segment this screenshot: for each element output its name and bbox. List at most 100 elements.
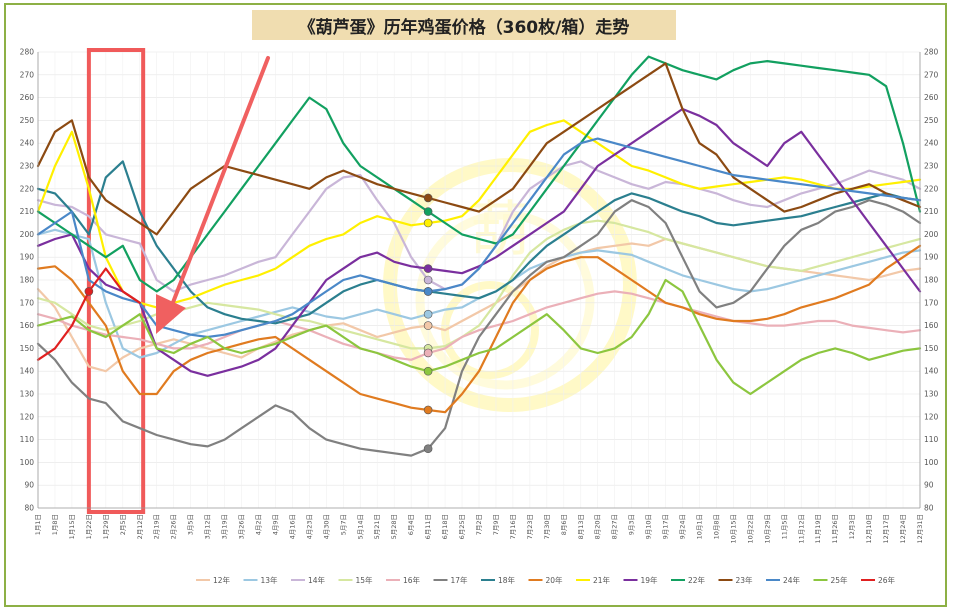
legend-label: 22年 [688, 575, 706, 585]
y-tick-label-right: 170 [924, 298, 939, 307]
x-tick-label: 6月18日 [441, 514, 449, 539]
x-tick-label: 12月17日 [882, 514, 890, 544]
series-line-17年 [36, 199, 922, 457]
x-tick-label: 5月28日 [390, 514, 398, 539]
x-tick-label: 9月17日 [662, 514, 670, 539]
chart-axes: 80 80 90 90 100 100 110 110 120 120 130 130 140 140 15… [20, 48, 939, 544]
y-tick-label-right: 120 [924, 412, 939, 421]
x-tick-label: 10月29日 [763, 514, 771, 544]
x-tick-label: 4月16日 [288, 514, 296, 539]
legend-label: 12年 [213, 575, 231, 585]
y-tick-label-right: 270 [924, 70, 939, 79]
x-tick-label: 11月5日 [780, 514, 788, 539]
x-tick-label: 3月5日 [187, 514, 195, 535]
legend-label: 19年 [641, 575, 659, 585]
x-tick-label: 2月12日 [136, 514, 144, 539]
x-tick-label: 10月15日 [729, 514, 737, 544]
y-tick-label-left: 100 [20, 458, 35, 467]
y-tick-label-left: 230 [20, 162, 35, 171]
y-tick-label-right: 220 [924, 184, 939, 193]
series-marker-16年 [423, 348, 433, 358]
y-tick-label-right: 210 [924, 207, 939, 216]
y-tick-label-left: 160 [20, 321, 35, 330]
chart-title-box: 《葫芦蛋》历年鸡蛋价格（360枚/箱）走势 [252, 10, 676, 40]
y-tick-label-left: 90 [24, 481, 34, 490]
y-tick-label-left: 280 [20, 48, 35, 57]
y-tick-label-left: 260 [20, 93, 35, 102]
x-tick-label: 9月3日 [628, 514, 636, 535]
x-tick-label: 4月9日 [271, 514, 279, 535]
chart-legend: 12年 13年 14年 15年 16年 17年 18年 20年 21年 19年 22年 23年 24年 2… [196, 575, 896, 585]
x-tick-label: 10月1日 [696, 514, 704, 539]
y-tick-label-right: 240 [924, 139, 939, 148]
x-tick-label: 11月12日 [797, 514, 805, 544]
annotation-arrow [156, 56, 270, 334]
y-tick-label-left: 140 [20, 367, 35, 376]
legend-label: 23年 [736, 575, 754, 585]
series-marker-14年 [423, 275, 433, 285]
series-line-24年 [36, 137, 922, 339]
series-marker-20年 [423, 405, 433, 415]
series-marker-24年 [423, 287, 433, 296]
series-line-25年 [36, 278, 922, 396]
series-marker-21年 [423, 218, 433, 228]
x-tick-label: 9月24日 [679, 514, 687, 539]
y-tick-label-right: 260 [924, 93, 939, 102]
y-tick-label-left: 150 [20, 344, 35, 353]
series-marker-26年 [84, 287, 94, 296]
legend-label: 21年 [593, 575, 611, 585]
x-tick-label: 8月13日 [577, 514, 585, 539]
x-tick-label: 3月19日 [221, 514, 229, 539]
y-tick-label-right: 280 [924, 48, 939, 57]
legend-label: 24年 [783, 575, 801, 585]
x-tick-label: 9月10日 [645, 514, 653, 539]
series-marker-13年 [423, 309, 433, 319]
y-tick-label-left: 110 [20, 435, 35, 444]
x-tick-label: 8月6日 [560, 514, 568, 535]
legend-label: 17年 [451, 575, 469, 585]
x-tick-label: 1月8日 [51, 514, 59, 535]
series-line-23年 [36, 62, 922, 236]
series-line-18年 [36, 160, 922, 325]
x-tick-label: 12月10日 [865, 514, 873, 544]
y-tick-label-left: 210 [20, 207, 35, 216]
legend-label: 14年 [308, 575, 326, 585]
y-tick-label-right: 200 [924, 230, 939, 239]
legend-label: 15年 [356, 575, 374, 585]
series-marker-25年 [423, 366, 433, 376]
series-line-22年 [36, 55, 922, 293]
y-tick-label-right: 90 [924, 481, 934, 490]
y-tick-label-right: 180 [924, 276, 939, 285]
y-tick-label-right: 230 [924, 162, 939, 171]
y-tick-label-right: 190 [924, 253, 939, 262]
y-tick-label-right: 140 [924, 367, 939, 376]
x-tick-label: 10月22日 [746, 514, 754, 544]
series-line-15年 [36, 219, 922, 350]
x-tick-label: 8月20日 [594, 514, 602, 539]
y-tick-label-left: 170 [20, 298, 35, 307]
x-tick-label: 3月12日 [204, 514, 212, 539]
series-marker-23年 [423, 193, 433, 203]
series-line-16年 [36, 290, 922, 361]
x-tick-label: 5月7日 [339, 514, 347, 535]
x-tick-label: 12月31日 [916, 514, 924, 544]
x-tick-label: 7月16日 [509, 514, 517, 539]
y-tick-label-left: 240 [20, 139, 35, 148]
y-tick-label-right: 150 [924, 344, 939, 353]
y-tick-label-left: 190 [20, 253, 35, 262]
x-tick-label: 1月22日 [85, 514, 93, 539]
series-marker-12年 [423, 321, 433, 330]
x-tick-label: 4月30日 [322, 514, 330, 539]
x-tick-label: 5月14日 [356, 514, 364, 539]
x-tick-label: 6月25日 [458, 514, 466, 539]
legend-label: 18年 [498, 575, 516, 585]
x-tick-label: 2月26日 [170, 514, 178, 539]
y-tick-label-right: 110 [924, 435, 939, 444]
series-marker-17年 [423, 444, 433, 454]
legend-label: 13年 [261, 575, 279, 585]
x-tick-label: 6月11日 [424, 514, 432, 539]
x-tick-label: 2月19日 [153, 514, 161, 539]
y-tick-label-right: 80 [924, 504, 934, 513]
legend-label: 20年 [546, 575, 564, 585]
